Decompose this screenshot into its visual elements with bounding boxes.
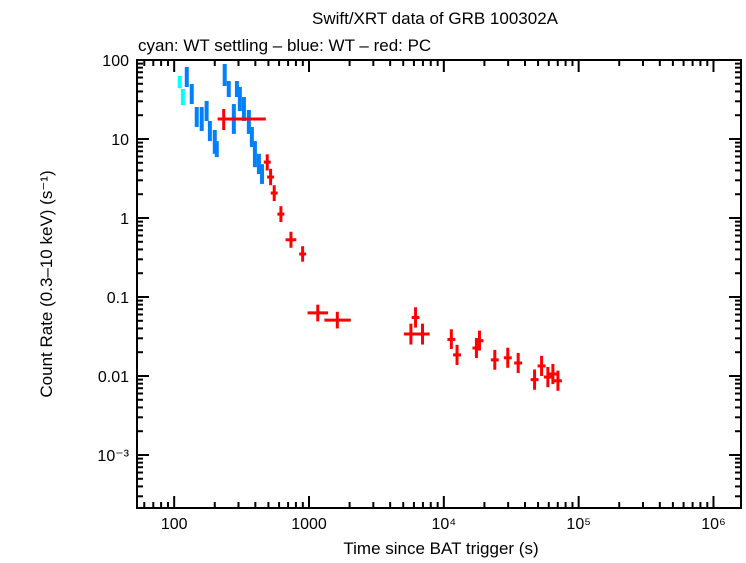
data-point — [553, 370, 562, 391]
data-point — [252, 141, 257, 168]
data-point — [177, 75, 182, 89]
x-tick-label: 10⁵ — [566, 516, 590, 533]
data-point — [207, 120, 212, 142]
y-tick-label: 10⁻³ — [97, 448, 129, 465]
data-point — [214, 141, 219, 158]
data-point — [217, 108, 266, 130]
data-point — [199, 107, 204, 132]
data-point — [189, 83, 194, 105]
x-tick-label: 100 — [161, 516, 188, 533]
data-point — [530, 369, 539, 390]
data-point — [180, 88, 185, 106]
data-point — [246, 109, 251, 134]
data-point — [447, 329, 456, 349]
chart-subtitle: cyan: WT settling – blue: WT – red: PC — [138, 36, 431, 55]
series-wt-settling — [177, 75, 185, 106]
y-tick-label: 0.1 — [107, 290, 129, 307]
data-point — [299, 246, 307, 262]
data-point — [548, 363, 557, 385]
series-pc — [217, 108, 562, 391]
data-point — [285, 231, 297, 248]
x-tick-label: 1000 — [291, 516, 327, 533]
data-point — [249, 126, 254, 148]
data-point — [490, 349, 499, 370]
data-point — [194, 107, 199, 127]
y-tick-label: 1 — [120, 211, 129, 228]
plot-frame — [136, 59, 742, 509]
data-point — [237, 87, 242, 112]
data-point — [307, 304, 329, 322]
y-tick-label: 100 — [102, 53, 129, 70]
data-point — [537, 355, 546, 376]
data-point — [184, 67, 189, 88]
y-tick-label: 10 — [111, 132, 129, 149]
data-point — [270, 185, 278, 202]
data-point — [543, 366, 552, 388]
data-point — [263, 154, 271, 171]
data-point — [475, 330, 484, 351]
data-point — [222, 63, 227, 86]
x-axis-label: Time since BAT trigger (s) — [343, 539, 538, 558]
y-tick-label: 0.01 — [98, 369, 129, 386]
data-point — [324, 311, 351, 329]
y-axis-label: Count Rate (0.3–10 keV) (s⁻¹) — [37, 170, 56, 397]
data-point — [226, 81, 231, 98]
data-point — [204, 100, 209, 121]
data-point — [259, 164, 264, 184]
data-point — [514, 352, 523, 374]
data-point — [411, 307, 420, 328]
data-point — [241, 97, 246, 121]
data-point — [267, 168, 275, 186]
data-point — [234, 81, 239, 98]
data-marks — [177, 63, 562, 391]
data-point — [503, 347, 512, 368]
data-point — [453, 344, 462, 365]
x-tick-label: 10⁴ — [431, 516, 456, 533]
axis-ticks: 100 1000 10⁴ 10⁵ 10⁶ 100 10 1 0.1 0.01 10⁻³ — [97, 53, 741, 533]
data-point — [256, 153, 261, 175]
data-point — [277, 206, 285, 222]
x-tick-label: 10⁶ — [701, 516, 725, 533]
chart-title: Swift/XRT data of GRB 100302A — [312, 9, 559, 28]
data-point — [415, 323, 430, 345]
